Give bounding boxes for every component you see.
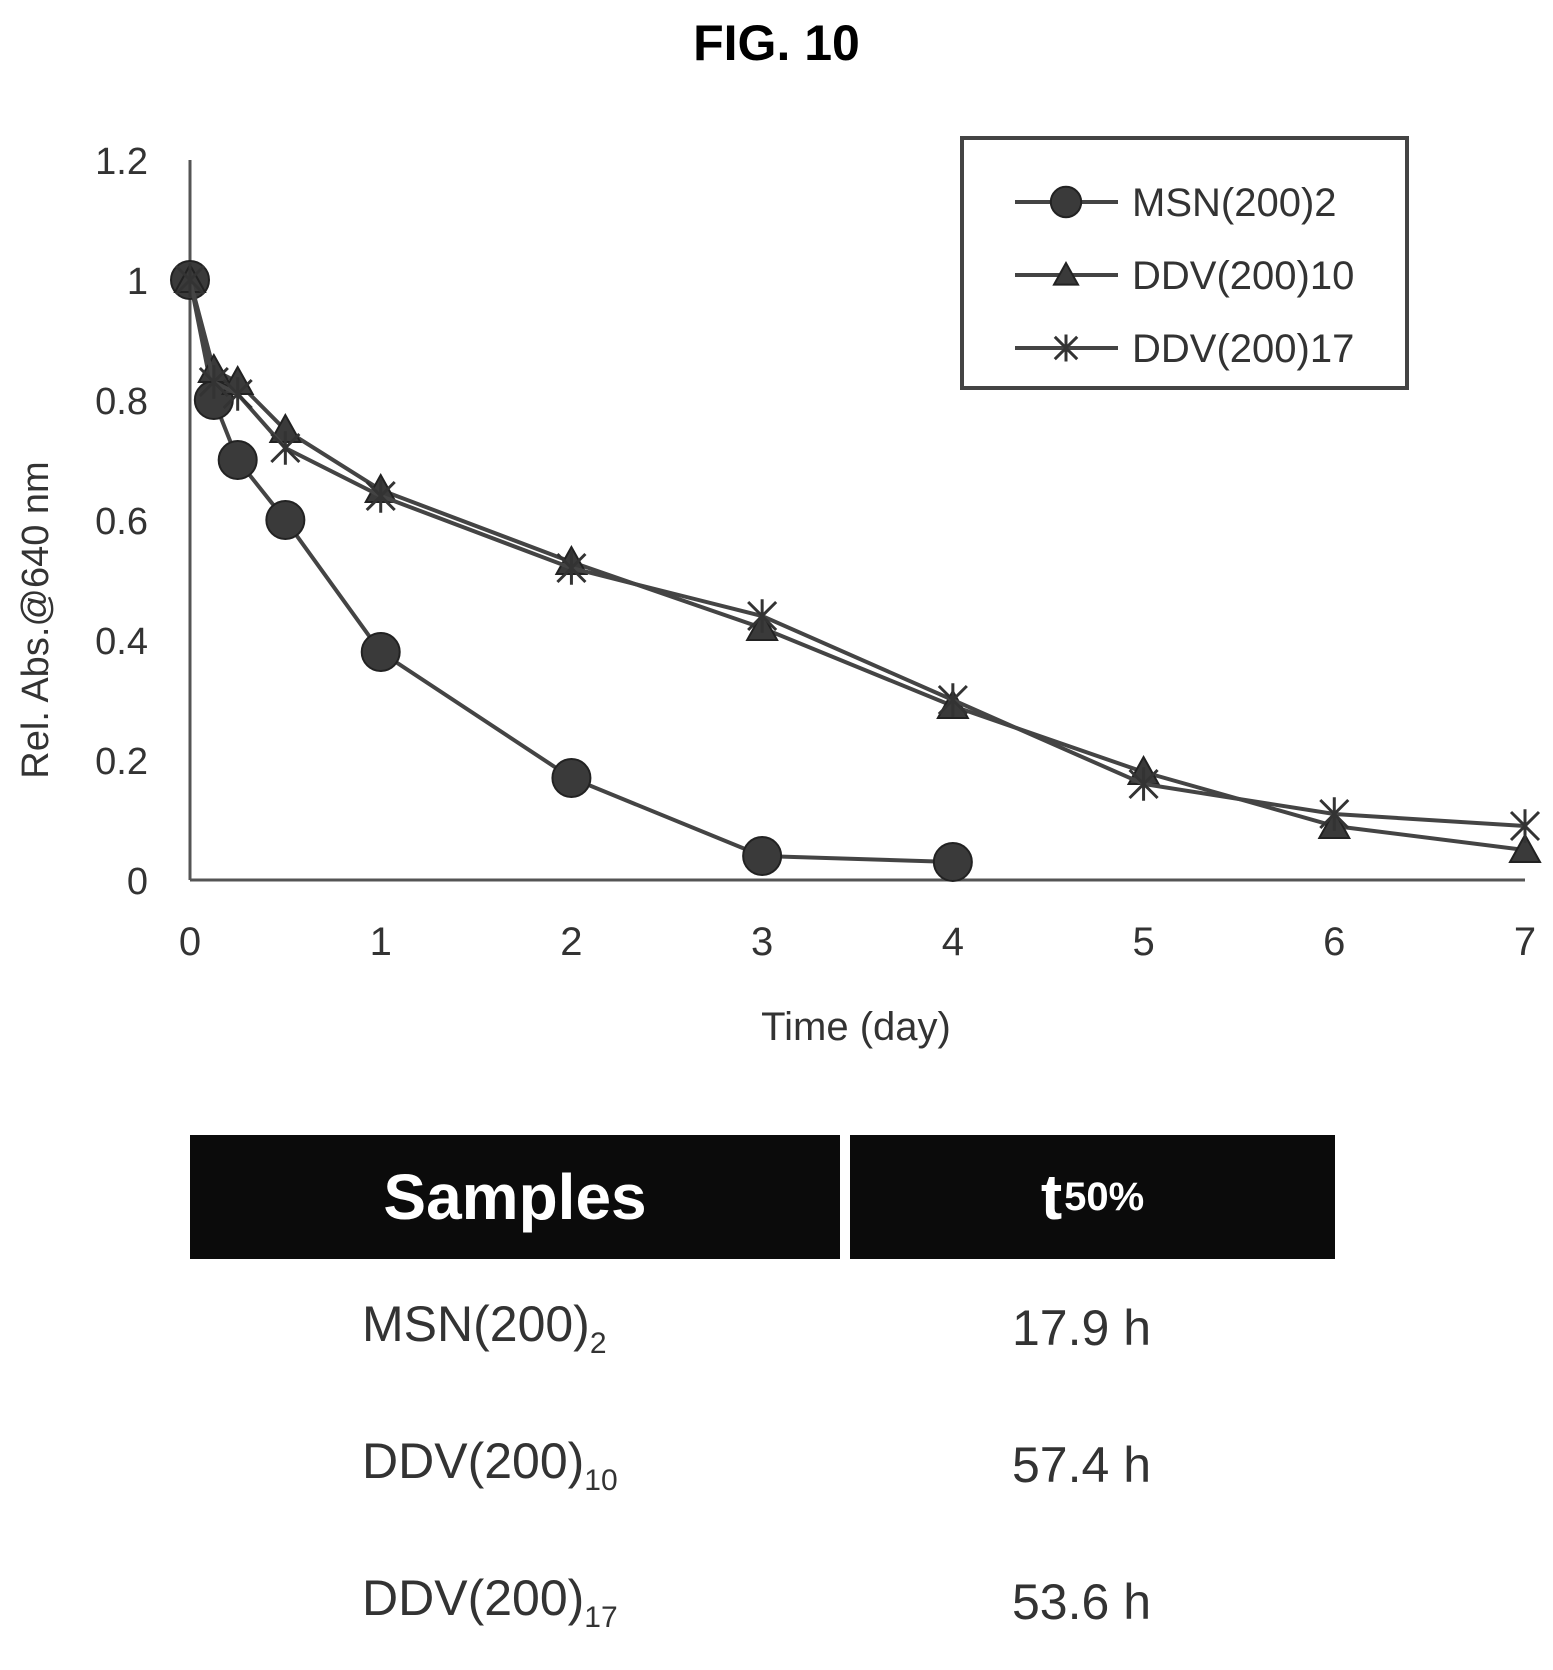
line-chart: 0 1 2 3 4 5 6 7 0 0.2 0.4 0.6 0.8 1 1.2 MSN(200)2 DDV(2… <box>15 136 1542 1049</box>
data-point <box>556 551 587 585</box>
y-tick-label: 0.2 <box>95 741 148 783</box>
legend-label: DDV(200)10 <box>1132 254 1354 298</box>
data-point <box>551 758 592 798</box>
data-point <box>747 599 778 633</box>
legend-box <box>960 136 1409 390</box>
data-point <box>365 479 396 513</box>
sample-subscript: 17 <box>584 1600 618 1634</box>
data-point <box>360 632 401 672</box>
chart-series <box>170 260 1542 882</box>
legend-marker <box>1049 185 1083 219</box>
sample-base: MSN(200) <box>362 1295 590 1352</box>
series-1 <box>170 260 973 882</box>
data-point <box>742 836 783 876</box>
data-point <box>937 683 968 717</box>
data-point <box>222 377 253 411</box>
data-point <box>1509 809 1541 843</box>
data-point <box>932 842 973 882</box>
t50-value: 57.4 h <box>1012 1436 1152 1493</box>
header-t50: t 50% <box>850 1135 1335 1259</box>
y-tick-label: 1.2 <box>95 141 148 183</box>
series-3 <box>174 263 1541 843</box>
legend-label: MSN(200)2 <box>1132 181 1337 225</box>
y-tick-label: 0.4 <box>95 621 148 663</box>
data-point <box>270 431 301 465</box>
chart-axes: 0 1 2 3 4 5 6 7 0 0.2 0.4 0.6 0.8 1 1.2 <box>95 141 1536 964</box>
sample-name: MSN(200)2 <box>190 1295 850 1361</box>
x-tick-label: 4 <box>942 920 964 964</box>
table-header: Samples t 50% <box>190 1135 1335 1259</box>
x-tick-label: 3 <box>751 920 773 964</box>
table-row: DDV(200)10 57.4 h <box>190 1396 1335 1533</box>
y-tick-label: 0 <box>127 861 148 903</box>
data-point <box>1508 832 1542 863</box>
legend-entry: DDV(200)17 <box>1015 327 1354 371</box>
data-point <box>1319 797 1350 831</box>
x-tick-label: 6 <box>1323 920 1345 964</box>
sample-subscript: 10 <box>584 1463 618 1497</box>
x-tick-label: 2 <box>560 920 582 964</box>
x-tick-label: 5 <box>1132 920 1154 964</box>
table-row: MSN(200)2 17.9 h <box>190 1259 1335 1396</box>
sample-name: DDV(200)17 <box>190 1569 850 1635</box>
x-tick-label: 0 <box>179 920 201 964</box>
data-point <box>265 500 306 540</box>
t50-value: 17.9 h <box>1012 1299 1152 1356</box>
header-t50-main: t <box>1040 1161 1063 1233</box>
data-point <box>217 440 258 480</box>
legend-marker <box>1052 260 1080 286</box>
x-tick-label: 7 <box>1514 920 1536 964</box>
y-tick-label: 0.6 <box>95 501 148 543</box>
t50-value: 53.6 h <box>1012 1573 1152 1630</box>
legend-label: DDV(200)17 <box>1132 327 1354 371</box>
figure-title: FIG. 10 <box>693 15 860 71</box>
sample-base: DDV(200) <box>362 1432 585 1489</box>
legend-entry: MSN(200)2 <box>1015 181 1337 225</box>
y-axis-label: Rel. Abs.@640 nm <box>15 461 57 778</box>
data-point <box>198 365 229 399</box>
data-point <box>1128 767 1159 801</box>
chart-legend: MSN(200)2 DDV(200)10 DDV(200)17 <box>960 136 1409 390</box>
y-tick-label: 0.8 <box>95 381 148 423</box>
sample-name: DDV(200)10 <box>190 1432 850 1498</box>
sample-base: DDV(200) <box>362 1569 585 1626</box>
sample-subscript: 2 <box>589 1326 607 1360</box>
x-axis-label: Time (day) <box>761 1005 951 1049</box>
y-tick-label: 1 <box>127 261 148 303</box>
table-row: DDV(200)17 53.6 h <box>190 1533 1335 1670</box>
data-point <box>174 263 206 297</box>
header-samples: Samples <box>190 1135 840 1259</box>
t50-table: Samples t 50% MSN(200)2 17.9 h DDV(200)10… <box>190 1135 1335 1670</box>
legend-entry: DDV(200)10 <box>1015 254 1354 298</box>
header-t50-sub: 50% <box>1064 1174 1145 1219</box>
x-tick-label: 1 <box>370 920 392 964</box>
legend-marker <box>1053 334 1079 362</box>
